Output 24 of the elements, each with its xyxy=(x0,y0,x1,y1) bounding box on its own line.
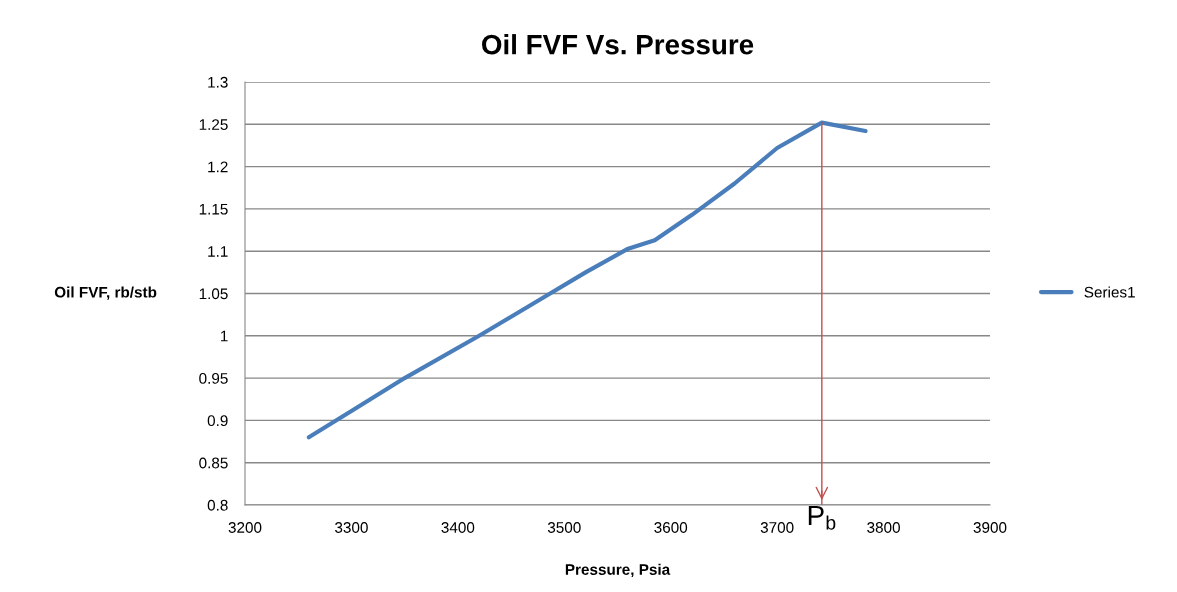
x-tick-label: 3200 xyxy=(228,522,262,533)
y-tick-label: 1.15 xyxy=(199,203,228,215)
y-tick-label: 0.95 xyxy=(199,372,228,384)
x-tick-label: 3400 xyxy=(441,522,475,533)
x-tick-label: 3700 xyxy=(760,522,794,533)
x-tick-label: 3800 xyxy=(867,522,900,533)
x-tick-label: 3300 xyxy=(335,522,368,533)
y-tick-label: 0.9 xyxy=(207,415,228,427)
y-axis-title: Oil FVF, rb/stb xyxy=(54,286,157,300)
chart-title: Oil FVF Vs. Pressure xyxy=(482,34,754,55)
y-tick-label: 1.05 xyxy=(199,288,228,300)
x-tick-label: 3600 xyxy=(654,522,688,533)
x-tick-label: 3900 xyxy=(973,522,1007,533)
y-tick-label: 1.2 xyxy=(208,161,228,173)
y-tick-label: 0.8 xyxy=(207,499,228,511)
y-tick-label: 1.1 xyxy=(208,246,228,257)
y-tick-label: 1.25 xyxy=(199,119,228,130)
legend-label: Series1 xyxy=(1084,286,1135,298)
x-axis-title: Pressure, Psia xyxy=(565,563,671,578)
x-tick-label: 3500 xyxy=(547,522,581,533)
y-tick-label: 1.3 xyxy=(208,76,228,88)
ref-line-label: P$_{b}$ xyxy=(808,505,836,530)
y-tick-label: 1 xyxy=(221,330,228,342)
y-tick-label: 0.85 xyxy=(199,457,228,469)
